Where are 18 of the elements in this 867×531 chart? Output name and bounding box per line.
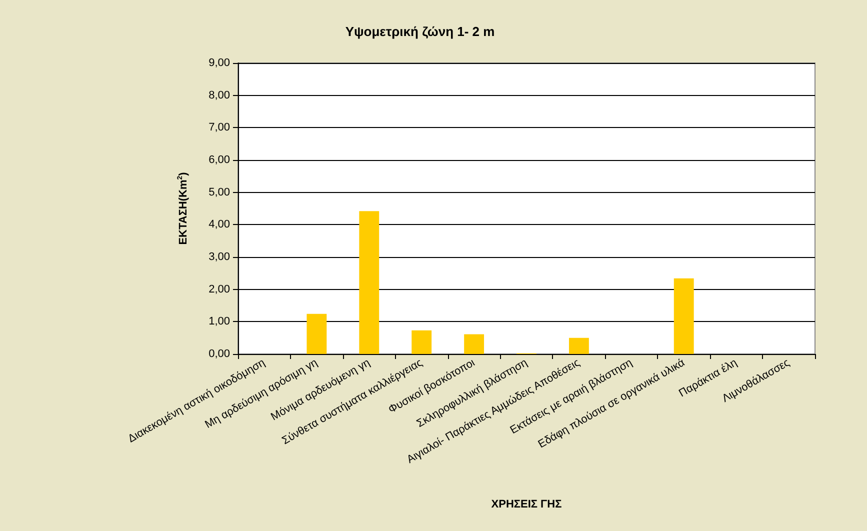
y-tick-label: 9,00 bbox=[208, 57, 230, 69]
x-axis-title: ΧΡΗΣΕΙΣ ΓΗΣ bbox=[491, 498, 562, 510]
bar bbox=[464, 334, 484, 354]
y-tick-label: 7,00 bbox=[208, 122, 230, 134]
bar bbox=[568, 338, 589, 354]
y-tick-label: 6,00 bbox=[208, 154, 230, 166]
y-tick-label: 1,00 bbox=[208, 316, 230, 328]
bar bbox=[306, 314, 327, 354]
y-tick-label: 4,00 bbox=[208, 218, 230, 231]
y-tick-label: 3,00 bbox=[208, 251, 230, 263]
chart-title: Υψομετρική ζώνη 1- 2 m bbox=[345, 24, 495, 39]
bar bbox=[674, 278, 694, 354]
bar bbox=[412, 330, 432, 354]
y-tick-label: 0,00 bbox=[208, 348, 230, 360]
y-tick-label: 5,00 bbox=[208, 186, 230, 198]
bar bbox=[359, 211, 380, 354]
y-tick-label: 8,00 bbox=[208, 89, 230, 102]
y-tick-label: 2,00 bbox=[208, 283, 230, 296]
